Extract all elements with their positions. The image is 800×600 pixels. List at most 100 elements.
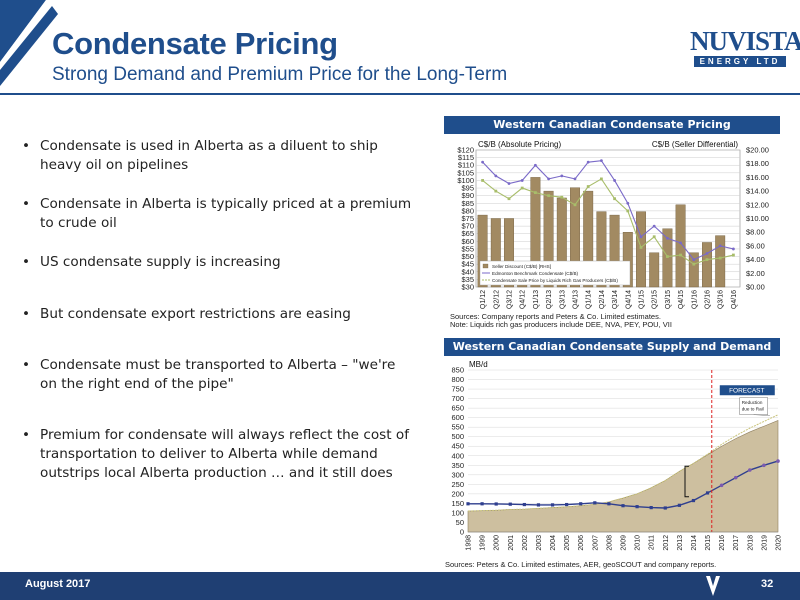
left-tick-label: $50 bbox=[461, 252, 474, 261]
supply-point bbox=[663, 506, 667, 510]
supply-point bbox=[607, 502, 611, 506]
supply-demand-chart-title: Western Canadian Condensate Supply and D… bbox=[444, 338, 780, 356]
benchmark-point bbox=[666, 236, 669, 240]
footer-logo-icon bbox=[706, 576, 720, 596]
y-tick-label: 100 bbox=[451, 508, 464, 517]
left-tick-label: $115 bbox=[458, 153, 474, 162]
right-tick-label: $18.00 bbox=[746, 159, 769, 168]
x-tick-label: Q2/13 bbox=[546, 290, 553, 309]
price-bar bbox=[649, 252, 660, 288]
left-tick-label: $100 bbox=[457, 176, 474, 185]
price-bar bbox=[490, 218, 501, 288]
header-rule bbox=[0, 93, 800, 95]
x-tick-label: 2018 bbox=[747, 535, 754, 551]
left-tick-label: $90 bbox=[461, 191, 474, 200]
footer-bar bbox=[0, 572, 800, 600]
y-tick-label: 500 bbox=[451, 432, 464, 441]
annotation-leader bbox=[753, 414, 770, 416]
right-tick-label: $10.00 bbox=[746, 214, 769, 223]
footer-page-number: 32 bbox=[761, 578, 774, 590]
supply-point bbox=[536, 503, 541, 507]
price-bar bbox=[675, 204, 686, 288]
benchmark-point bbox=[481, 160, 484, 164]
producer-price-point bbox=[534, 191, 537, 195]
logo-wordmark: NUVISTA bbox=[690, 26, 800, 56]
producer-price-point bbox=[494, 189, 498, 193]
x-tick-label: Q1/12 bbox=[480, 290, 487, 309]
producer-price-point bbox=[639, 246, 643, 249]
pricing-chart-title: Western Canadian Condensate Pricing bbox=[444, 116, 780, 134]
x-tick-label: 2008 bbox=[606, 535, 613, 551]
y-tick-label: 300 bbox=[451, 470, 464, 479]
x-tick-label: Q2/12 bbox=[493, 290, 500, 309]
x-tick-label: 2001 bbox=[508, 535, 515, 551]
supply-point bbox=[691, 498, 696, 503]
supply-point bbox=[494, 502, 498, 506]
left-axis-label: C$/B (Absolute Pricing) bbox=[478, 140, 561, 149]
page-subtitle: Strong Demand and Premium Price for the … bbox=[52, 64, 508, 85]
y-tick-label: 550 bbox=[451, 423, 464, 432]
supply-point bbox=[677, 503, 681, 507]
x-tick-label: Q1/14 bbox=[586, 290, 593, 309]
benchmark-point bbox=[520, 179, 524, 182]
price-bar bbox=[702, 242, 712, 288]
logo-subtext: ENERGY LTD bbox=[694, 56, 786, 67]
producer-price-point bbox=[705, 258, 709, 261]
pricing-chart-source: Sources: Company reports and Peters & Co… bbox=[450, 312, 672, 329]
x-tick-label: 2016 bbox=[719, 535, 726, 551]
reduction-annotation: Reduction bbox=[742, 400, 763, 405]
left-tick-label: $30 bbox=[461, 283, 474, 292]
x-tick-label: 2012 bbox=[663, 535, 670, 551]
producer-price-point bbox=[573, 203, 577, 207]
x-tick-label: 2010 bbox=[635, 535, 642, 551]
producer-price-point bbox=[652, 235, 656, 239]
producer-price-point bbox=[481, 179, 484, 182]
x-tick-label: 2019 bbox=[761, 535, 768, 551]
producer-price-point bbox=[613, 197, 616, 201]
x-tick-label: Q3/14 bbox=[612, 290, 619, 309]
producer-price-point bbox=[547, 194, 550, 198]
producer-price-point bbox=[666, 255, 669, 258]
supply-point bbox=[705, 491, 710, 495]
price-bar bbox=[636, 211, 646, 288]
y-tick-label: 850 bbox=[451, 366, 464, 375]
y-axis-label: MB/d bbox=[469, 360, 488, 369]
price-bar bbox=[596, 211, 607, 288]
pricing-chart: $120$115$110$105$100$95$90$85$80$75$70$6… bbox=[457, 140, 769, 309]
x-tick-label: Q4/15 bbox=[678, 290, 685, 309]
right-tick-label: $2.00 bbox=[746, 269, 765, 278]
right-tick-label: $4.00 bbox=[746, 255, 765, 264]
price-bar bbox=[609, 214, 620, 288]
x-tick-label: Q1/13 bbox=[533, 290, 540, 309]
left-tick-label: $75 bbox=[461, 214, 474, 223]
legend-entry: Edmonton Benchmark Condensate (C$/B) bbox=[492, 271, 579, 276]
reduction-annotation: due to Rail bbox=[742, 407, 764, 412]
supply-point bbox=[579, 502, 583, 506]
supply-point bbox=[748, 468, 752, 472]
right-tick-label: $20.00 bbox=[746, 146, 769, 155]
benchmark-point bbox=[652, 224, 656, 228]
benchmark-point bbox=[732, 247, 735, 251]
corner-decoration bbox=[0, 0, 58, 86]
x-tick-label: Q2/16 bbox=[705, 290, 712, 309]
y-tick-label: 800 bbox=[451, 375, 464, 384]
benchmark-point bbox=[586, 160, 590, 164]
price-bar bbox=[504, 218, 514, 288]
supply-point bbox=[635, 505, 639, 509]
bullet-item: • Condensate must be transported to Alber… bbox=[22, 357, 396, 392]
y-tick-label: 450 bbox=[451, 442, 464, 451]
y-tick-label: 700 bbox=[451, 394, 464, 403]
benchmark-point bbox=[718, 244, 722, 248]
right-tick-label: $16.00 bbox=[746, 173, 769, 182]
left-tick-label: $40 bbox=[461, 267, 474, 276]
y-tick-label: 350 bbox=[451, 461, 464, 470]
left-tick-label: $105 bbox=[457, 168, 474, 177]
benchmark-point bbox=[692, 258, 696, 261]
benchmark-point bbox=[613, 179, 616, 182]
y-tick-label: 400 bbox=[451, 451, 464, 460]
x-tick-label: Q2/15 bbox=[652, 290, 659, 309]
benchmark-point bbox=[547, 177, 550, 181]
x-tick-label: 2014 bbox=[691, 535, 698, 551]
y-tick-label: 200 bbox=[451, 489, 464, 498]
benchmark-point bbox=[534, 163, 537, 167]
